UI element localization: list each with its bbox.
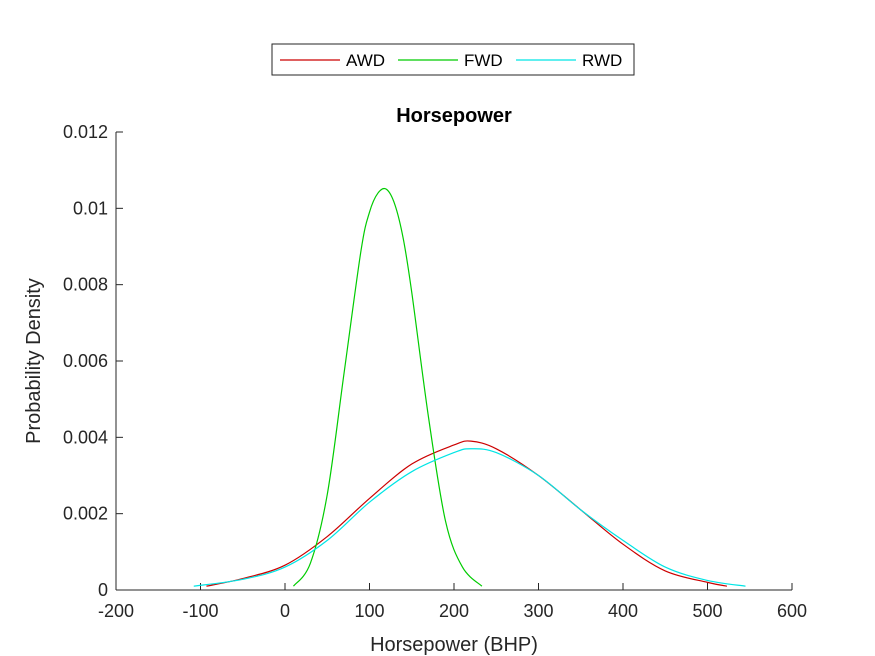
x-tick-label: 400 [608,601,638,621]
x-tick-label: 600 [777,601,807,621]
x-tick-label: 200 [439,601,469,621]
x-tick-label: 100 [354,601,384,621]
series-line-fwd [292,187,483,587]
x-tick-label: -200 [98,601,134,621]
y-tick-label: 0.01 [73,198,108,218]
series-layer [193,187,746,587]
axes: -200 -100 0 100 200 300 400 500 600 0 0.002 0.004 0.… [63,122,807,621]
chart-title: Horsepower [396,105,512,127]
y-tick-label: 0.008 [63,275,108,295]
y-tick-label: 0.006 [63,351,108,371]
legend: AWD FWD RWD [271,43,635,76]
y-tick-label: 0.012 [63,122,108,142]
y-tick-label: 0.002 [63,504,108,524]
x-tick-label: -100 [182,601,218,621]
x-tick-label: 0 [280,601,290,621]
y-tick-label: 0 [98,580,108,600]
series-line-awd [206,440,728,587]
x-tick-label: 300 [523,601,553,621]
x-tick-label: 500 [692,601,722,621]
legend-label-awd: AWD [346,51,385,70]
series-line-rwd [193,448,746,587]
y-tick-label: 0.004 [63,427,108,447]
legend-label-rwd: RWD [582,51,622,70]
y-axis-title: Probability Density [23,278,45,444]
legend-label-fwd: FWD [464,51,503,70]
x-axis-title: Horsepower (BHP) [370,634,538,656]
